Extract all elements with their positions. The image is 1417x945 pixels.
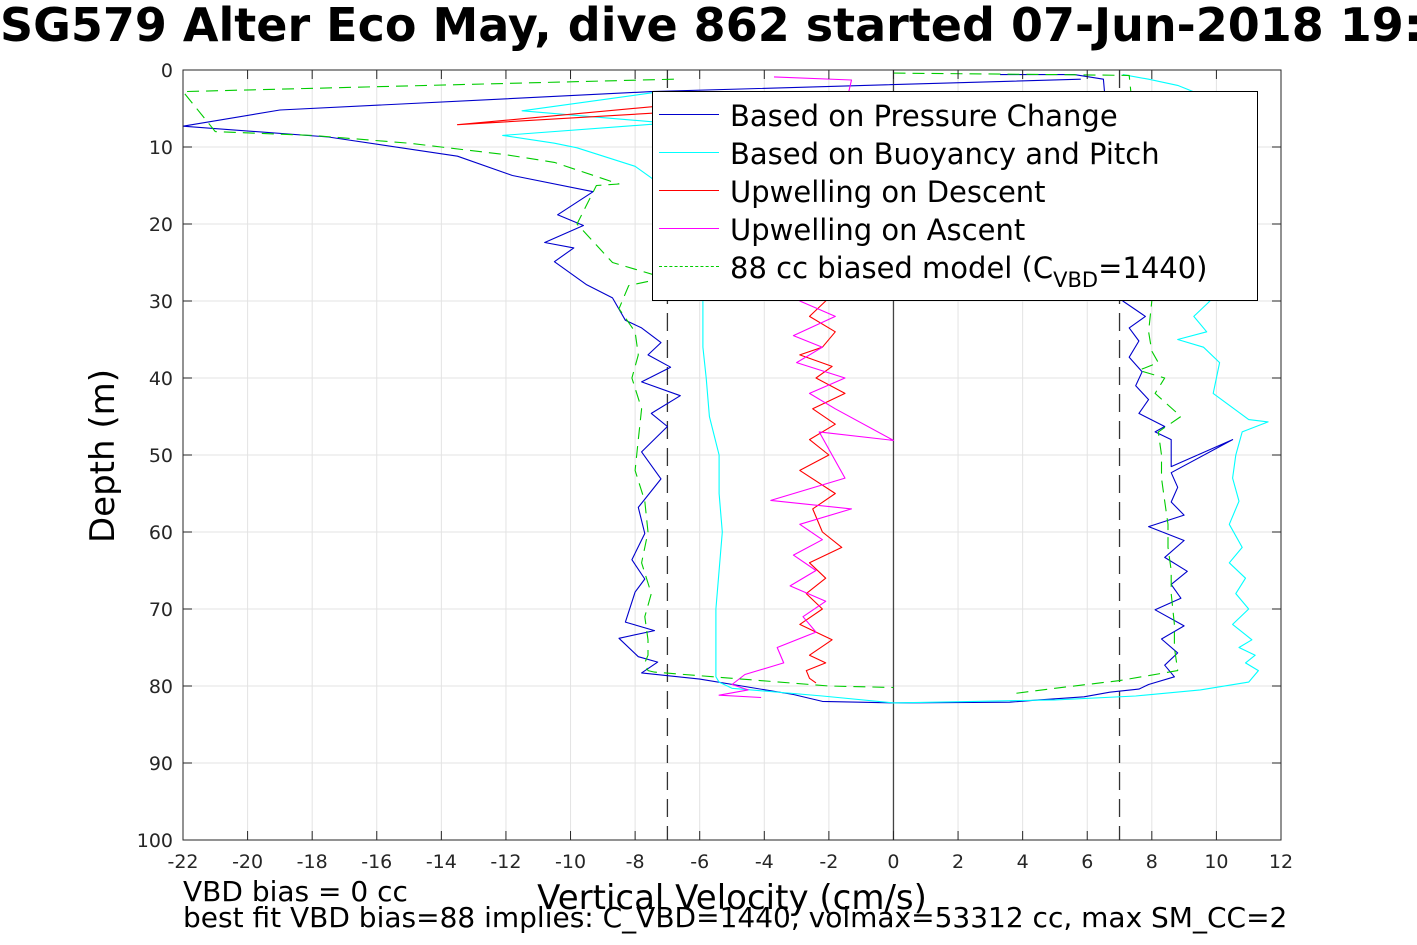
legend-item-biased-model: 88 cc biased model (CVBD=1440): [653, 248, 1253, 292]
legend-label: Upwelling on Descent: [730, 175, 1046, 209]
y-tick-label: 10: [149, 137, 173, 159]
legend: Based on Pressure Change Based on Buoyan…: [652, 91, 1258, 301]
y-tick-label: 20: [149, 214, 173, 236]
x-tick-label: -18: [297, 851, 328, 873]
series-line: [893, 74, 1234, 704]
legend-label: 88 cc biased model (CVBD=1440): [730, 248, 1208, 300]
series-line: [182, 78, 894, 689]
legend-label-subscript: VBD: [1053, 268, 1099, 292]
legend-item-buoyancy-pitch: Based on Buoyancy and Pitch: [653, 134, 1253, 172]
y-tick-label: 50: [149, 445, 173, 467]
legend-item-pressure-change: Based on Pressure Change: [653, 96, 1253, 134]
y-tick-label: 40: [149, 368, 173, 390]
legend-swatch: [659, 190, 719, 191]
x-tick-label: 6: [1081, 851, 1093, 873]
chart-title: SG579 Alter Eco May, dive 862 started 07…: [0, 0, 1417, 52]
x-tick-label: 8: [1146, 851, 1158, 873]
x-tick-label: -16: [361, 851, 392, 873]
y-tick-label: 90: [149, 753, 173, 775]
x-tick-label: 12: [1269, 851, 1293, 873]
best-fit-note: best fit VBD bias=88 implies: C_VBD=1440…: [183, 901, 1288, 934]
x-tick-label: -12: [490, 851, 521, 873]
x-tick-label: 0: [887, 851, 899, 873]
x-tick-label: 4: [1017, 851, 1029, 873]
x-tick-label: 2: [952, 851, 964, 873]
y-tick-label: 30: [149, 291, 173, 313]
vbd-bias-note: VBD bias = 0 cc: [183, 875, 408, 908]
legend-item-upwelling-descent: Upwelling on Descent: [653, 172, 1253, 210]
x-tick-label: -10: [555, 851, 586, 873]
legend-label-tail: =1440): [1098, 251, 1208, 285]
legend-item-upwelling-ascent: Upwelling on Ascent: [653, 210, 1253, 248]
x-tick-label: -6: [690, 851, 709, 873]
y-tick-label: 80: [149, 676, 173, 698]
y-tick-label: 60: [149, 522, 173, 544]
series-line: [182, 78, 1081, 704]
series-line: [502, 91, 894, 704]
x-tick-label: -22: [167, 851, 198, 873]
x-tick-label: -2: [819, 851, 838, 873]
legend-swatch: [659, 266, 719, 267]
x-axis-label: Vertical Velocity (cm/s): [537, 878, 927, 918]
legend-swatch: [659, 152, 719, 153]
y-axis-label: Depth (m): [83, 368, 123, 544]
legend-label-main: 88 cc biased model (C: [730, 251, 1054, 285]
y-tick-label: 70: [149, 599, 173, 621]
y-tick-label: 0: [161, 60, 173, 82]
x-tick-label: -4: [755, 851, 774, 873]
x-tick-label: -20: [232, 851, 263, 873]
axis-ticks: -22 -20 -18 -16 -14 -12 -10 -8 -6 -4 -2 0 2 4 6 8 10 1201…: [137, 60, 1293, 873]
x-tick-label: 10: [1204, 851, 1228, 873]
x-tick-label: -14: [426, 851, 457, 873]
x-tick-label: -8: [626, 851, 645, 873]
legend-label: Based on Buoyancy and Pitch: [730, 137, 1160, 171]
legend-swatch: [659, 114, 719, 115]
legend-swatch: [659, 228, 719, 229]
legend-label: Upwelling on Ascent: [730, 213, 1026, 247]
series-line: [718, 76, 895, 699]
legend-label: Based on Pressure Change: [730, 99, 1118, 133]
y-tick-label: 100: [137, 830, 173, 852]
